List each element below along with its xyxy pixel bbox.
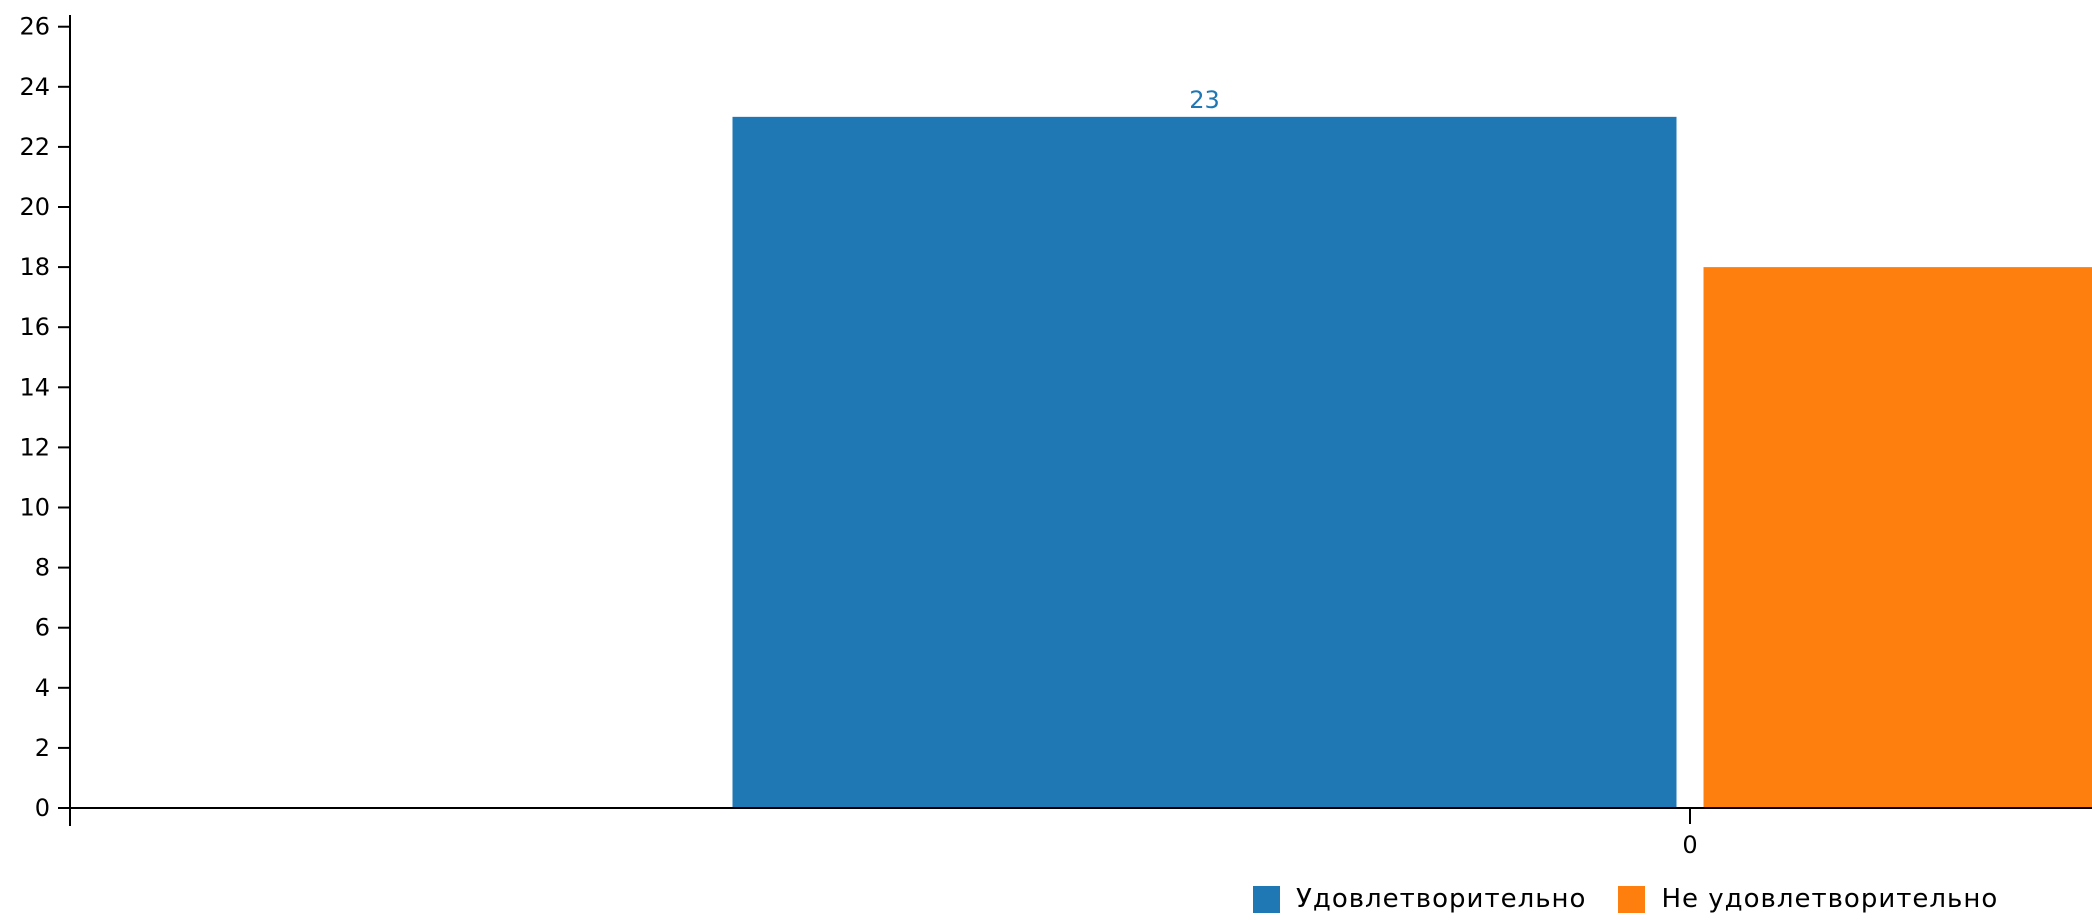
bar-satisfactory <box>732 116 1677 809</box>
y-tick-label: 0 <box>35 794 50 822</box>
x-axis: 0 <box>70 807 2092 859</box>
data-label: 23 <box>1189 86 1220 114</box>
y-tick-label: 4 <box>35 674 50 702</box>
y-tick-label: 6 <box>35 614 50 642</box>
y-tick-label: 8 <box>35 554 50 582</box>
y-tick-label: 16 <box>19 313 50 341</box>
legend-item-unsatisfactory: Не удовлетворительно <box>1618 884 1998 914</box>
y-tick-label: 24 <box>19 73 50 101</box>
legend-label-satisfactory: Удовлетворительно <box>1296 884 1587 914</box>
legend-swatch-unsatisfactory <box>1618 885 1646 913</box>
legend-item-satisfactory: Удовлетворительно <box>1253 884 1586 914</box>
legend-swatch-satisfactory <box>1253 885 1280 913</box>
legend: Удовлетворительно Не удовлетворительно <box>1253 884 2030 914</box>
y-tick-label: 22 <box>19 133 50 161</box>
y-tick-label: 14 <box>19 373 50 401</box>
bars: 23 <box>732 86 2092 809</box>
y-tick-label: 20 <box>19 193 50 221</box>
y-tick-label: 26 <box>19 13 50 41</box>
legend-label-unsatisfactory: Не удовлетворительно <box>1661 884 1999 914</box>
y-tick-label: 10 <box>19 494 50 522</box>
bar-unsatisfactory <box>1703 267 2092 809</box>
y-tick-label: 2 <box>35 734 50 762</box>
x-tick-label: 0 <box>1682 831 1697 859</box>
y-tick-label: 18 <box>19 253 50 281</box>
y-tick-label: 12 <box>19 433 50 461</box>
